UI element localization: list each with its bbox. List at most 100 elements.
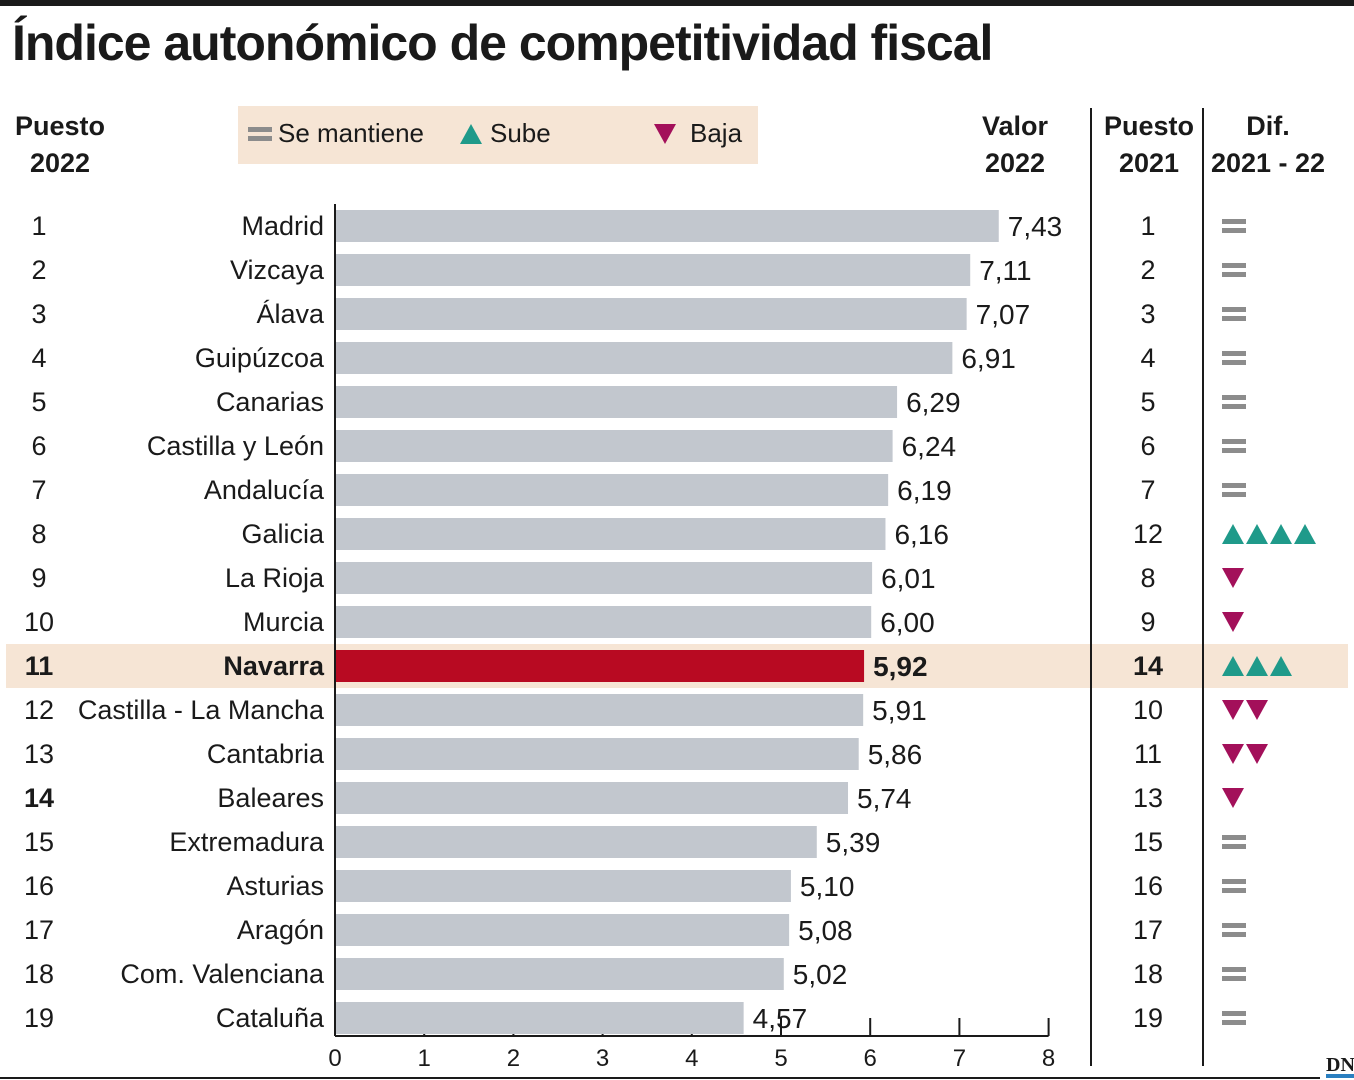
header-rank-2021-line2: 2021 (1118, 148, 1180, 178)
change-indicator (1222, 966, 1246, 982)
rank-2021: 6 (1140, 431, 1156, 461)
down-triangle-icon (1222, 744, 1244, 764)
region-label: Canarias (215, 387, 324, 417)
rank-2022: 6 (31, 431, 47, 461)
change-indicator (1222, 350, 1246, 366)
change-indicator (1222, 922, 1246, 938)
value-label: 7,11 (979, 255, 1031, 286)
dn-logo: DN (1326, 1054, 1354, 1076)
bar (336, 562, 873, 594)
value-label: 5,86 (868, 739, 923, 770)
value-label: 6,00 (880, 607, 935, 638)
bar (336, 430, 893, 462)
change-indicator (1222, 218, 1246, 234)
rank-2022: 11 (24, 651, 54, 681)
rank-2021: 1 (1140, 211, 1156, 241)
bar (336, 210, 999, 242)
rank-2021: 3 (1140, 299, 1156, 329)
column-divider-2 (1202, 108, 1204, 1066)
rank-2021: 10 (1132, 695, 1164, 725)
rank-2022: 9 (31, 563, 47, 593)
value-label: 7,07 (976, 299, 1031, 330)
region-label: Aragón (236, 915, 324, 945)
equal-icon (1222, 218, 1246, 234)
rank-2022: 1 (31, 211, 47, 241)
x-tick-label: 8 (1042, 1045, 1055, 1072)
column-divider-1 (1090, 108, 1092, 1066)
change-indicator (1222, 834, 1246, 850)
legend-up-label: Sube (490, 118, 551, 148)
rank-2021: 14 (1132, 651, 1164, 681)
region-label: Extremadura (169, 827, 324, 857)
region-label: Álava (256, 299, 324, 329)
rank-2022: 14 (23, 783, 55, 813)
down-triangle-icon (1222, 788, 1244, 808)
value-label: 4,57 (753, 1003, 808, 1034)
header-rank-2021: Puesto 2021 (1098, 108, 1200, 182)
equal-icon (1222, 394, 1246, 410)
rank-2022: 5 (31, 387, 47, 417)
equal-icon (1222, 482, 1246, 498)
region-label: Vizcaya (229, 255, 324, 285)
header-dif: Dif. 2021 - 22 (1208, 108, 1328, 182)
legend-up: Sube (460, 118, 551, 149)
up-triangle-icon (1222, 524, 1244, 544)
up-triangle-icon (460, 123, 482, 144)
bar (336, 958, 784, 990)
rank-2021: 18 (1132, 959, 1164, 989)
rank-2021: 5 (1140, 387, 1156, 417)
value-label: 6,01 (881, 563, 936, 594)
rank-2021: 19 (1132, 1003, 1164, 1033)
bar (336, 826, 817, 858)
bar (336, 738, 859, 770)
equal-icon (1222, 262, 1246, 278)
legend-down: Baja (654, 118, 742, 149)
change-indicator (1222, 482, 1246, 498)
value-label: 5,10 (800, 871, 855, 902)
bar (336, 870, 791, 902)
rank-2022: 13 (23, 739, 55, 769)
value-label: 6,24 (902, 431, 957, 462)
header-value-2022-line1: Valor (981, 111, 1049, 141)
region-label: Andalucía (203, 475, 324, 505)
change-indicator (1222, 306, 1246, 322)
bar-highlight (336, 650, 865, 682)
region-label: Navarra (223, 651, 324, 681)
up-triangle-icon (1270, 524, 1292, 544)
chart-title: Índice autonómico de competitividad fisc… (12, 15, 993, 71)
up-triangle-icon (1222, 656, 1244, 676)
change-indicator (1222, 612, 1244, 632)
x-tick-label: 5 (774, 1045, 787, 1072)
up-triangle-icon (1294, 524, 1316, 544)
bar (336, 518, 886, 550)
change-indicator (1222, 878, 1246, 894)
equal-icon (1222, 438, 1246, 454)
x-tick-label: 4 (685, 1045, 698, 1072)
bar (336, 1002, 744, 1034)
value-label: 7,43 (1008, 211, 1063, 242)
region-label: Com. Valenciana (120, 959, 324, 989)
up-triangle-icon (1270, 656, 1292, 676)
region-label: La Rioja (224, 563, 324, 593)
logo-underline (1326, 1074, 1354, 1078)
change-indicator (1222, 788, 1244, 808)
change-indicator (1222, 568, 1244, 588)
value-label: 5,91 (872, 695, 927, 726)
header-rank-2022-line1: Puesto (14, 111, 106, 141)
change-indicator (1222, 524, 1316, 544)
x-tick-label: 3 (596, 1045, 609, 1072)
header-rank-2021-line1: Puesto (1103, 111, 1195, 141)
up-triangle-icon (1246, 656, 1268, 676)
bar (336, 298, 967, 330)
rank-2022: 18 (23, 959, 55, 989)
top-rule (0, 0, 1354, 6)
header-rank-2022: Puesto 2022 (10, 108, 110, 182)
region-label: Cataluña (215, 1003, 324, 1033)
bottom-rule (0, 1077, 1320, 1079)
change-indicator (1222, 394, 1246, 410)
change-indicator (1222, 700, 1268, 720)
down-triangle-icon (1222, 612, 1244, 632)
bar (336, 694, 864, 726)
equal-icon (1222, 922, 1246, 938)
